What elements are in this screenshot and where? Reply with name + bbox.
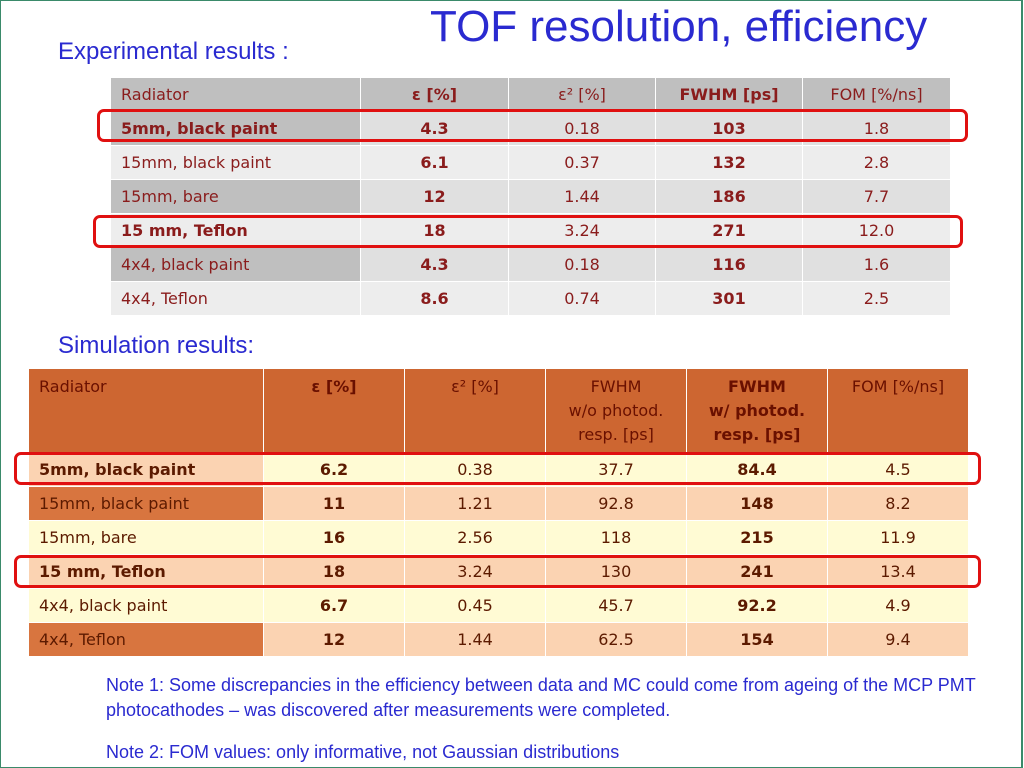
header-cell: FWHM w/o photod. resp. [ps] — [545, 368, 687, 453]
table-row: 15mm, black paint 6.1 0.37 132 2.8 — [110, 145, 951, 180]
table-row: 5mm, black paint 6.2 0.38 37.7 84.4 4.5 — [28, 452, 969, 487]
table-cell: 3.24 — [508, 213, 656, 248]
table-cell: 0.18 — [508, 247, 656, 282]
table-cell: 8.6 — [360, 281, 509, 316]
table-row: 15 mm, Teflon 18 3.24 271 12.0 — [110, 213, 951, 248]
table-cell: 7.7 — [802, 179, 951, 214]
note: Note 1: Some discrepancies in the effici… — [106, 675, 976, 720]
header-cell: FOM [%/ns] — [827, 368, 969, 453]
table-cell: 1.21 — [404, 486, 546, 521]
note: Note 2: FOM values: only informative, no… — [106, 742, 620, 762]
table-cell: 154 — [686, 622, 828, 657]
slide-title: TOF resolution, efficiency — [430, 2, 928, 51]
simulation-table: Radiator ε [%] ε² [%] FWHM w/o photod. resp… — [28, 368, 969, 657]
table-row: 15mm, bare 12 1.44 186 7.7 — [110, 179, 951, 214]
table-cell: 0.38 — [404, 452, 546, 487]
table-cell: 8.2 — [827, 486, 969, 521]
table-cell: 16 — [263, 520, 405, 555]
header-cell: Radiator — [28, 368, 264, 453]
table-cell: 301 — [655, 281, 803, 316]
table-cell: 1.44 — [508, 179, 656, 214]
table-cell: 241 — [686, 554, 828, 589]
section-heading: Simulation results: — [58, 332, 255, 359]
table-cell: 12.0 — [802, 213, 951, 248]
table-cell: 1.8 — [802, 111, 951, 146]
table-cell: 15mm, black paint — [110, 145, 361, 180]
table-cell: 12 — [360, 179, 509, 214]
table-cell: 15 mm, Teflon — [110, 213, 361, 248]
table-row: 4x4, Teflon 8.6 0.74 301 2.5 — [110, 281, 951, 316]
header-cell: ε [%] — [263, 368, 405, 453]
table-cell: 130 — [545, 554, 687, 589]
table-cell: 2.5 — [802, 281, 951, 316]
table-cell: 1.44 — [404, 622, 546, 657]
header-row: Radiator ε [%] ε² [%] FWHM w/o photod. resp… — [28, 368, 969, 453]
table-cell: 11 — [263, 486, 405, 521]
header-cell: ε² [%] — [404, 368, 546, 453]
table-cell: 2.56 — [404, 520, 546, 555]
table-cell: 12 — [263, 622, 405, 657]
table-cell: 1.6 — [802, 247, 951, 282]
table-cell: 4.3 — [360, 111, 509, 146]
table-cell: 92.8 — [545, 486, 687, 521]
table-cell: 103 — [655, 111, 803, 146]
table-row: 4x4, black paint 6.7 0.45 45.7 92.2 4.9 — [28, 588, 969, 623]
table-cell: 186 — [655, 179, 803, 214]
table-cell: 4.9 — [827, 588, 969, 623]
table-cell: 0.37 — [508, 145, 656, 180]
section-heading: Experimental results : — [58, 38, 289, 65]
table-cell: 5mm, black paint — [110, 111, 361, 146]
header-row: Radiator ε [%] ε² [%] FWHM [ps] FOM [%/ns] — [110, 77, 951, 112]
header-cell: Radiator — [110, 77, 361, 112]
table-cell: 6.7 — [263, 588, 405, 623]
table-cell: 4x4, Teflon — [110, 281, 361, 316]
table-cell: 116 — [655, 247, 803, 282]
table-cell: 4x4, Teflon — [28, 622, 264, 657]
table-cell: 37.7 — [545, 452, 687, 487]
table-cell: 271 — [655, 213, 803, 248]
table-cell: 18 — [360, 213, 509, 248]
table-cell: 0.18 — [508, 111, 656, 146]
table-cell: 132 — [655, 145, 803, 180]
table-cell: 2.8 — [802, 145, 951, 180]
header-cell: ε [%] — [360, 77, 509, 112]
header-cell: FWHM [ps] — [655, 77, 803, 112]
table-row: 15mm, black paint 11 1.21 92.8 148 8.2 — [28, 486, 969, 521]
table-cell: 92.2 — [686, 588, 828, 623]
table-row: 5mm, black paint 4.3 0.18 103 1.8 — [110, 111, 951, 146]
table-cell: 0.74 — [508, 281, 656, 316]
table-cell: 62.5 — [545, 622, 687, 657]
table-cell: 4x4, black paint — [28, 588, 264, 623]
table-cell: 215 — [686, 520, 828, 555]
table-cell: 4.5 — [827, 452, 969, 487]
table-cell: 148 — [686, 486, 828, 521]
table-cell: 9.4 — [827, 622, 969, 657]
table-row: 15 mm, Teflon 18 3.24 130 241 13.4 — [28, 554, 969, 589]
table-cell: 0.45 — [404, 588, 546, 623]
header-cell: FOM [%/ns] — [802, 77, 951, 112]
experimental-table: Radiator ε [%] ε² [%] FWHM [ps] FOM [%/ns] 5m… — [110, 77, 951, 316]
table-cell: 13.4 — [827, 554, 969, 589]
table-cell: 4x4, black paint — [110, 247, 361, 282]
table-row: 4x4, black paint 4.3 0.18 116 1.6 — [110, 247, 951, 282]
table-cell: 5mm, black paint — [28, 452, 264, 487]
table-cell: 84.4 — [686, 452, 828, 487]
table-cell: 11.9 — [827, 520, 969, 555]
table-cell: 6.2 — [263, 452, 405, 487]
table-cell: 45.7 — [545, 588, 687, 623]
table-cell: 6.1 — [360, 145, 509, 180]
table-cell: 15 mm, Teflon — [28, 554, 264, 589]
table-cell: 3.24 — [404, 554, 546, 589]
table-cell: 15mm, bare — [28, 520, 264, 555]
table-cell: 15mm, black paint — [28, 486, 264, 521]
table-row: 4x4, Teflon 12 1.44 62.5 154 9.4 — [28, 622, 969, 657]
header-cell: FWHM w/ photod. resp. [ps] — [686, 368, 828, 453]
table-cell: 118 — [545, 520, 687, 555]
header-cell: ε² [%] — [508, 77, 656, 112]
table-cell: 18 — [263, 554, 405, 589]
table-cell: 15mm, bare — [110, 179, 361, 214]
table-cell: 4.3 — [360, 247, 509, 282]
table-row: 15mm, bare 16 2.56 118 215 11.9 — [28, 520, 969, 555]
